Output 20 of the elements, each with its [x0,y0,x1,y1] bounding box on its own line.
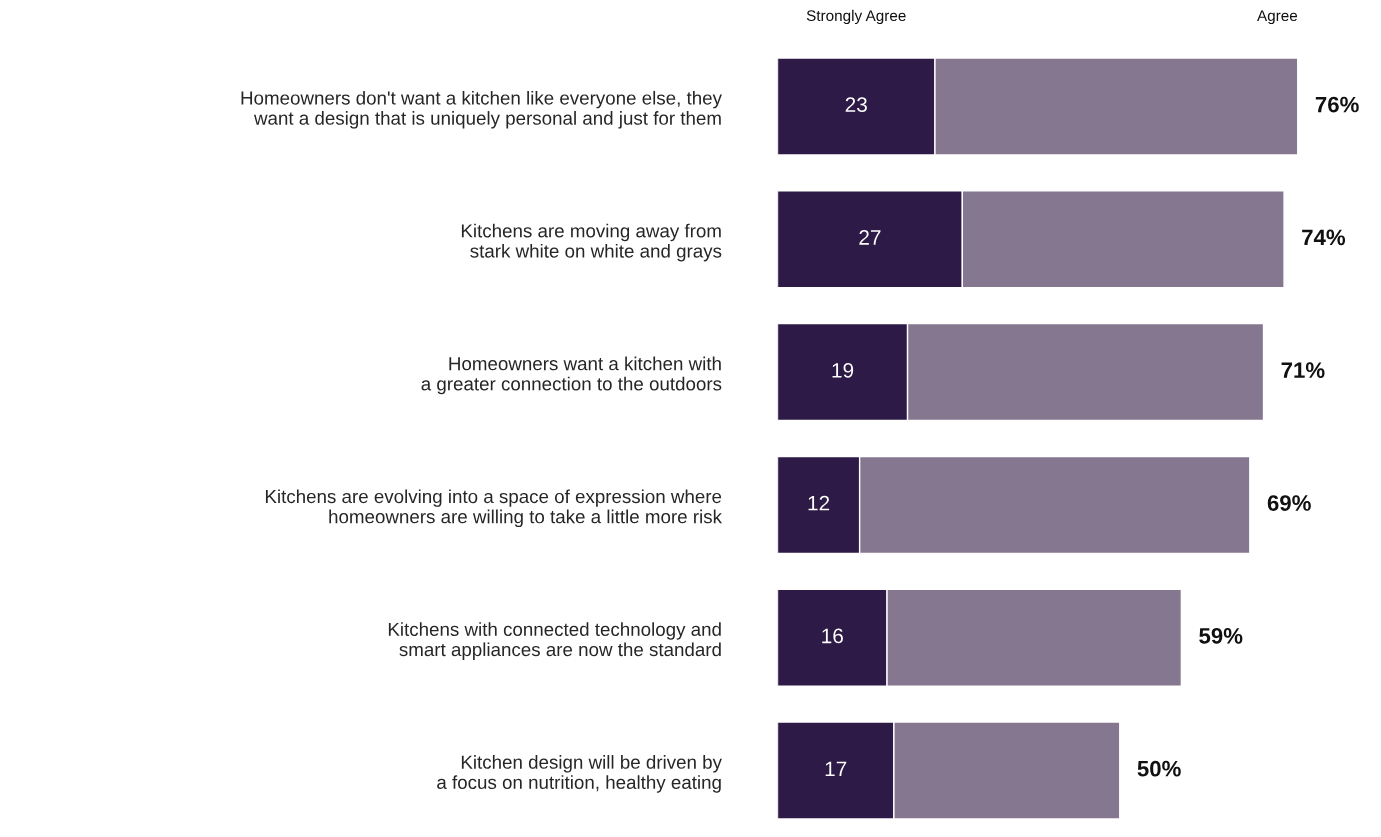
total-label: 50% [1137,760,1181,777]
text: Strongly Agree [806,9,906,25]
data-label: 16 [822,628,843,644]
total-label: 71% [1281,362,1325,378]
y-tick-label: Kitchens with connected technology and smart appliances are now the standard [388,622,721,660]
data-label: 23 [845,97,867,113]
total-label: 69% [1267,495,1311,511]
y-tick-label: Homeowners want a kitchen with a greater connection to the outdoors [421,356,722,395]
total-label: 76% [1315,96,1359,113]
total-label: 74% [1302,229,1346,246]
data-label: 27 [859,230,881,245]
y-tick-label: Homeowners don't want a kitchen like everyone else, they want a design that is uniquely personal and just for them [241,90,722,129]
data-label: 19 [832,362,854,378]
y-tick-label: Kitchen design will be driven by a focus on nutrition, healthy eating [437,755,722,793]
total-label: 59% [1199,627,1243,644]
data-label: 17 [825,761,847,776]
y-tick-label: Kitchens are moving away from stark white on white and grays [461,223,722,262]
text: Agree [1257,10,1298,25]
y-tick-label: Kitchens are evolving into a space of expression where homeowners are willing to take a little more risk [265,489,722,528]
data-label: 12 [808,495,830,511]
